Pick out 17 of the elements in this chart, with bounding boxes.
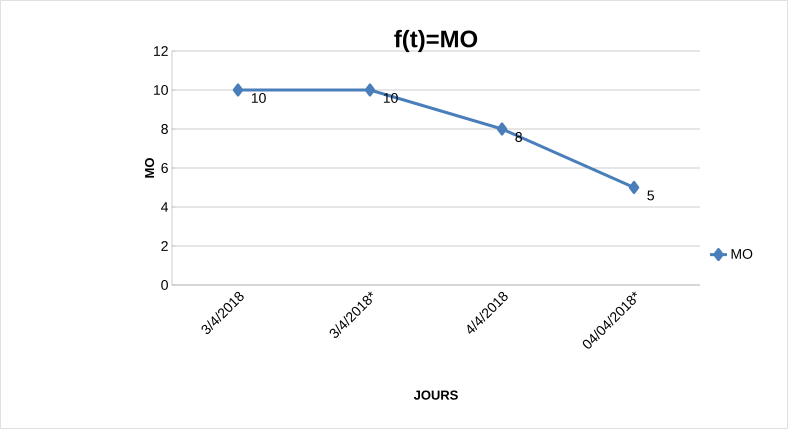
data-label: 10	[252, 93, 266, 103]
point	[496, 122, 508, 136]
x-axis-title: JOURS	[414, 390, 458, 400]
y-tick-label: 4	[161, 202, 168, 212]
point	[628, 181, 640, 194]
y-tick-label: 10	[154, 85, 168, 95]
y-tick-label: 0	[161, 280, 168, 290]
y-tick-label: 8	[161, 124, 168, 134]
data-label: 5	[647, 190, 654, 200]
legend-label: MO	[732, 248, 752, 259]
point	[232, 84, 244, 96]
y-tick-label: 12	[154, 46, 168, 56]
y-tick-label: 6	[161, 163, 168, 173]
y-axis-title: MO	[144, 158, 154, 178]
y-tick-label: 2	[161, 241, 168, 251]
chart-title: f(t)=MO	[394, 30, 478, 52]
point	[364, 84, 376, 96]
